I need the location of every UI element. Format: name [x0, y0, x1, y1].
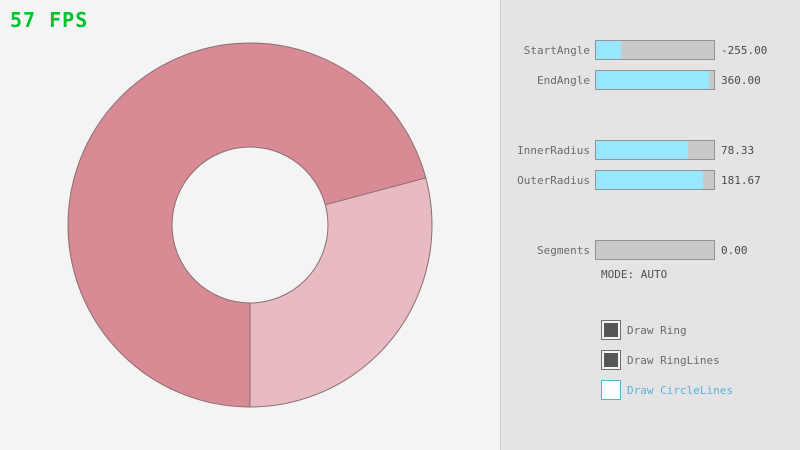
slider-startangle[interactable]: [595, 40, 715, 60]
checkbox-box[interactable]: [601, 350, 621, 370]
slider-outerradius[interactable]: [595, 170, 715, 190]
mode-text: MODE: AUTO: [601, 268, 668, 281]
slider-row-segments: Segments 0.00: [501, 240, 800, 260]
slider-fill: [596, 71, 710, 89]
checkbox-label: Draw Ring: [627, 323, 687, 337]
slider-label-segments: Segments: [537, 243, 590, 257]
slider-fill: [596, 41, 621, 59]
checkbox-box[interactable]: [601, 380, 621, 400]
slider-segments[interactable]: [595, 240, 715, 260]
slider-value-outerradius: 181.67: [721, 173, 761, 187]
slider-value-segments: 0.00: [721, 243, 748, 257]
slider-label-outerradius: OuterRadius: [517, 173, 590, 187]
checkbox-label: Draw RingLines: [627, 353, 720, 367]
checkbox-label: Draw CircleLines: [627, 383, 733, 397]
slider-row-startangle: StartAngle -255.00: [501, 40, 800, 60]
controls-panel: StartAngle -255.00 EndAngle 360.00 Inner…: [500, 0, 800, 450]
ring-inner-outline: [171, 146, 329, 304]
slider-row-innerradius: InnerRadius 78.33: [501, 140, 800, 160]
slider-fill: [596, 171, 704, 189]
checkbox-draw-circlelines[interactable]: Draw CircleLines: [601, 380, 733, 400]
ring-seam-line-right: [325, 177, 426, 206]
slider-innerradius[interactable]: [595, 140, 715, 160]
slider-value-startangle: -255.00: [721, 43, 768, 57]
fps-counter: 57 FPS: [10, 8, 89, 32]
slider-row-endangle: EndAngle 360.00: [501, 70, 800, 90]
slider-value-endangle: 360.00: [721, 73, 761, 87]
checkbox-draw-ringlines[interactable]: Draw RingLines: [601, 350, 720, 370]
ring-canvas: [67, 42, 433, 408]
checkbox-draw-ring[interactable]: Draw Ring: [601, 320, 687, 340]
slider-value-innerradius: 78.33: [721, 143, 755, 157]
slider-endangle[interactable]: [595, 70, 715, 90]
slider-label-startangle: StartAngle: [523, 43, 590, 57]
slider-label-innerradius: InnerRadius: [517, 143, 590, 157]
checkbox-box[interactable]: [601, 320, 621, 340]
slider-row-outerradius: OuterRadius 181.67: [501, 170, 800, 190]
slider-label-endangle: EndAngle: [537, 73, 590, 87]
slider-fill: [596, 141, 689, 159]
ring-single-region: [250, 177, 432, 407]
